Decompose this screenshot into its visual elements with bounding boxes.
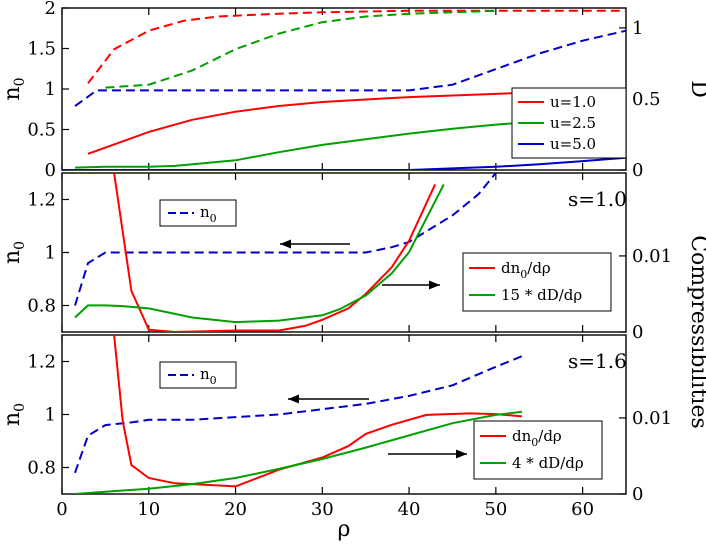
arrow-head	[280, 239, 291, 249]
y-tick-label: 2	[45, 0, 56, 19]
y-tick-label-right: 1	[632, 18, 643, 39]
y-axis-label: n0	[0, 241, 28, 264]
legend-label: dn0/dρ	[501, 259, 551, 281]
panel-top: 0 0.5 1 1.5 2 0 0.5 1 n0 Du=1.0 u=2.5 u=5.0	[0, 0, 706, 181]
y-tick-label: 1.5	[27, 39, 56, 60]
legend-label: 15 * dD/dρ	[501, 286, 582, 304]
x-tick-label: 0	[56, 499, 67, 520]
y-tick-label: 1.2	[27, 190, 56, 211]
x-tick-label: 60	[571, 499, 594, 520]
series-group	[74, 335, 523, 494]
series-line	[74, 118, 583, 169]
x-tick-label: 30	[311, 499, 334, 520]
series-line	[87, 9, 626, 84]
y-tick-label: 0.5	[27, 120, 56, 141]
y-axis-label-right: D	[686, 80, 706, 98]
y-tick-label: 0	[45, 160, 56, 181]
legend	[511, 87, 627, 159]
y-tick-label: 0.8	[27, 296, 56, 317]
series-line	[74, 410, 523, 494]
y-tick-label: 1	[45, 79, 56, 100]
y-tick-label-right: 0.5	[632, 89, 661, 110]
x-tick-label: 10	[137, 499, 160, 520]
legend-label: u=2.5	[550, 114, 596, 132]
panel-annotation: s=1.6	[568, 349, 627, 373]
series-line	[113, 173, 437, 332]
y-axis-label: n0	[0, 403, 28, 426]
y-tick-label: 1	[45, 243, 56, 264]
x-tick-label: 40	[398, 499, 421, 520]
y-tick-label: 1.2	[27, 352, 56, 373]
series-line	[62, 156, 626, 170]
series-line	[74, 29, 626, 107]
series-group	[74, 173, 497, 332]
arrow-head	[288, 394, 299, 404]
panel-annotation: s=1.0	[568, 187, 627, 211]
legend-right	[462, 252, 612, 312]
legend-label: dn0/dρ	[512, 427, 562, 449]
panel-bottom: 0 10 20 30 40 50 600.811.200.01n0s=1.6n0dn0/dρ…	[0, 235, 706, 542]
legend-label: n0	[200, 365, 217, 387]
legend-label: u=1.0	[550, 93, 596, 111]
y-tick-label-right: 0.01	[632, 408, 672, 429]
series-line	[74, 355, 523, 474]
y-tick-label-right: 0	[632, 322, 643, 343]
legend-label: n0	[200, 203, 217, 225]
y-tick-label-right: 0	[632, 484, 643, 505]
panel-middle: 0.8 1 1.2 0 0.01 n0 s=1.0 n0 dn0/dρ 15 * dD/dρ	[0, 172, 672, 343]
series-line	[74, 183, 445, 324]
y-tick-label-right: 0.01	[632, 246, 672, 267]
x-tick-label: 50	[484, 499, 507, 520]
arrow-head	[456, 449, 467, 459]
series-line	[74, 173, 497, 306]
y-tick-label-right: 0	[632, 160, 643, 181]
y-axis-label: n0	[0, 77, 28, 100]
y-axis-label-right: Compressibilities	[686, 235, 706, 429]
series-line	[105, 9, 496, 89]
arrow-head	[429, 280, 440, 290]
legend-label: u=5.0	[550, 135, 596, 153]
x-tick-label: 20	[224, 499, 247, 520]
y-tick-label: 1	[45, 405, 56, 426]
legend-right	[473, 420, 603, 480]
legend-label: 4 * dD/dρ	[512, 454, 584, 472]
x-axis-label: ρ	[338, 517, 351, 542]
y-tick-label: 0.8	[27, 458, 56, 479]
